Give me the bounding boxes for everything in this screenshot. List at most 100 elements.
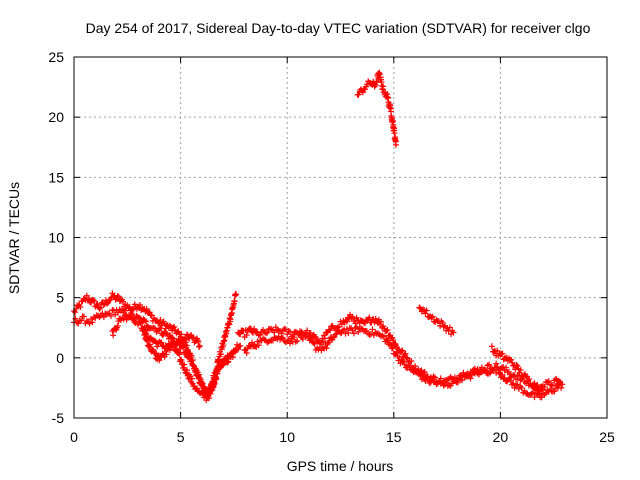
- data-point: [355, 91, 362, 98]
- data-point: [526, 376, 533, 383]
- data-point: [499, 350, 506, 357]
- grid: [74, 57, 607, 418]
- data-point: [243, 349, 250, 356]
- chart-title: Day 254 of 2017, Sidereal Day-to-day VTE…: [86, 20, 591, 36]
- data-point: [467, 375, 474, 382]
- data-point: [110, 332, 117, 339]
- data-point: [86, 320, 93, 327]
- data-point: [408, 358, 415, 365]
- data-point: [514, 362, 521, 369]
- data-point: [183, 367, 190, 374]
- data-point: [146, 309, 153, 316]
- data-point: [77, 304, 84, 311]
- y-tick-label: 5: [56, 290, 64, 306]
- data-point: [412, 363, 419, 370]
- data-point: [540, 386, 547, 393]
- data-point: [237, 342, 244, 349]
- data-point: [323, 345, 330, 352]
- data-point: [180, 344, 187, 351]
- data-point: [559, 381, 566, 388]
- data-point: [193, 372, 200, 379]
- data-point: [107, 313, 114, 320]
- data-point: [513, 362, 520, 369]
- x-tick-label: 15: [386, 429, 402, 445]
- data-point: [156, 326, 163, 333]
- data-point: [131, 318, 138, 325]
- data-point: [369, 326, 376, 333]
- data-point: [387, 339, 394, 346]
- data-marks: [71, 69, 566, 404]
- data-point: [196, 343, 203, 350]
- data-point: [423, 307, 430, 314]
- x-tick-label: 25: [599, 429, 615, 445]
- data-point: [487, 369, 494, 376]
- data-point: [194, 369, 201, 376]
- data-point: [181, 361, 188, 368]
- data-point: [133, 315, 140, 322]
- data-point: [508, 356, 515, 363]
- data-point: [97, 304, 104, 311]
- data-point: [243, 332, 250, 339]
- data-point: [171, 323, 178, 330]
- data-point: [114, 322, 121, 329]
- data-point: [114, 292, 121, 299]
- data-point: [78, 317, 85, 324]
- data-point: [512, 366, 519, 373]
- data-point: [287, 328, 294, 335]
- data-point: [321, 335, 328, 342]
- data-point: [311, 340, 318, 347]
- data-point: [440, 323, 447, 330]
- data-point: [158, 339, 165, 346]
- data-point: [157, 316, 164, 323]
- y-tick-label: 10: [48, 230, 64, 246]
- data-point: [262, 330, 269, 337]
- y-tick-label: 25: [48, 49, 64, 65]
- data-point: [422, 310, 429, 317]
- data-point: [538, 394, 545, 401]
- data-point: [542, 390, 549, 397]
- data-point: [255, 342, 262, 349]
- x-tick-label: 0: [70, 429, 78, 445]
- data-point: [398, 348, 405, 355]
- y-tick-label: -5: [52, 410, 65, 426]
- data-point: [177, 339, 184, 346]
- data-point: [112, 296, 119, 303]
- data-point: [100, 301, 107, 308]
- data-point: [190, 362, 197, 369]
- data-point: [391, 130, 398, 137]
- data-point: [178, 357, 185, 364]
- y-axis-label: SDTVAR / TECUs: [6, 182, 22, 294]
- data-point: [176, 351, 183, 358]
- data-point: [159, 331, 166, 338]
- data-point: [80, 313, 87, 320]
- data-point: [83, 292, 90, 299]
- data-point: [163, 351, 170, 358]
- data-point: [495, 369, 502, 376]
- data-point: [484, 362, 491, 369]
- data-point: [343, 318, 350, 325]
- data-point: [342, 330, 349, 337]
- data-point: [186, 335, 193, 342]
- data-point: [383, 335, 390, 342]
- data-point: [378, 318, 385, 325]
- data-point: [351, 330, 358, 337]
- data-point: [179, 343, 186, 350]
- data-point: [400, 358, 407, 365]
- data-point: [157, 325, 164, 332]
- data-point: [486, 361, 493, 368]
- data-point: [126, 303, 133, 310]
- y-tick-label: 0: [56, 350, 64, 366]
- data-point: [403, 354, 410, 361]
- x-tick-label: 10: [279, 429, 295, 445]
- data-point: [488, 343, 495, 350]
- data-point: [72, 315, 79, 322]
- data-point: [183, 348, 190, 355]
- data-point: [183, 331, 190, 338]
- data-point: [237, 330, 244, 337]
- data-point: [231, 298, 238, 305]
- data-point: [494, 365, 501, 372]
- x-axis-label: GPS time / hours: [287, 458, 394, 474]
- data-point: [89, 319, 96, 326]
- data-point: [90, 297, 97, 304]
- data-point: [437, 375, 444, 382]
